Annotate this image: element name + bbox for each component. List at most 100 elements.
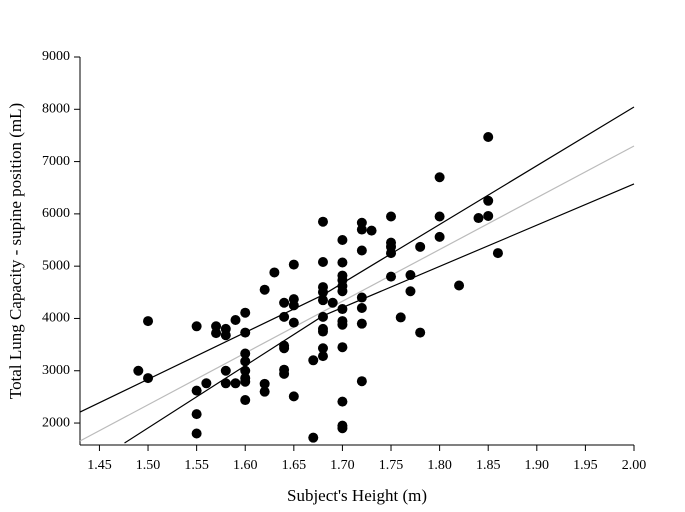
- x-tick-label: 1.50: [136, 458, 161, 473]
- point: [220, 365, 231, 376]
- x-tick-label: 2.00: [622, 458, 647, 473]
- point: [240, 327, 251, 338]
- point: [434, 231, 445, 242]
- point: [259, 378, 270, 389]
- x-tick-label: 1.70: [330, 458, 355, 473]
- fit-line: [124, 183, 635, 444]
- point: [288, 317, 299, 328]
- point: [356, 302, 367, 313]
- point: [386, 271, 397, 282]
- fit-line: [79, 106, 635, 413]
- point: [386, 211, 397, 222]
- point: [240, 356, 251, 367]
- point: [259, 386, 270, 397]
- point: [366, 225, 377, 236]
- x-tick-label: 1.45: [87, 458, 112, 473]
- x-tick-label: 1.65: [282, 458, 307, 473]
- point: [288, 300, 299, 311]
- y-tick-label: 8000: [42, 102, 70, 117]
- point: [308, 432, 319, 443]
- point: [337, 286, 348, 297]
- point: [327, 297, 338, 308]
- point: [230, 378, 241, 389]
- x-tick-label: 1.75: [379, 458, 404, 473]
- x-tick-label: 1.55: [184, 458, 209, 473]
- point: [201, 378, 212, 389]
- x-tick-label: 1.60: [233, 458, 258, 473]
- point: [356, 318, 367, 329]
- point: [211, 328, 222, 339]
- point: [415, 241, 426, 252]
- y-tick-label: 7000: [42, 154, 70, 169]
- point: [317, 256, 328, 267]
- point: [405, 286, 416, 297]
- point: [337, 342, 348, 353]
- point: [483, 195, 494, 206]
- point: [317, 295, 328, 306]
- point: [288, 259, 299, 270]
- point: [434, 211, 445, 222]
- point: [356, 245, 367, 256]
- point: [337, 235, 348, 246]
- point: [230, 315, 241, 326]
- y-tick-label: 4000: [42, 311, 70, 326]
- point: [220, 330, 231, 341]
- x-tick-label: 1.90: [525, 458, 550, 473]
- x-axis-label: Subject's Height (m): [287, 486, 427, 505]
- y-tick-label: 5000: [42, 258, 70, 273]
- y-tick-label: 9000: [42, 49, 70, 64]
- point: [356, 376, 367, 387]
- point: [317, 326, 328, 337]
- y-tick-label: 6000: [42, 206, 70, 221]
- point: [317, 351, 328, 362]
- point: [269, 267, 280, 278]
- point: [317, 343, 328, 354]
- point: [405, 270, 416, 281]
- point: [240, 307, 251, 318]
- point: [483, 210, 494, 221]
- point: [483, 132, 494, 143]
- point: [386, 248, 397, 259]
- point: [434, 172, 445, 183]
- point: [143, 373, 154, 384]
- point: [279, 343, 290, 354]
- point: [240, 376, 251, 387]
- point: [308, 355, 319, 366]
- point: [454, 280, 465, 291]
- point: [337, 319, 348, 330]
- point: [220, 378, 231, 389]
- point: [337, 304, 348, 315]
- point: [191, 428, 202, 439]
- point: [415, 327, 426, 338]
- point: [279, 311, 290, 322]
- point: [191, 409, 202, 420]
- point: [356, 292, 367, 303]
- y-tick-label: 3000: [42, 363, 70, 378]
- point: [240, 348, 251, 359]
- point: [288, 391, 299, 402]
- x-tick-label: 1.80: [427, 458, 452, 473]
- point: [279, 297, 290, 308]
- y-axis-label: Total Lung Capacity - supine position (m…: [6, 103, 25, 399]
- point: [279, 368, 290, 379]
- point: [492, 248, 503, 259]
- point: [240, 365, 251, 376]
- x-tick-label: 1.85: [476, 458, 501, 473]
- point: [337, 396, 348, 407]
- point: [143, 316, 154, 327]
- point: [191, 385, 202, 396]
- point: [191, 321, 202, 332]
- point: [240, 395, 251, 406]
- point: [317, 287, 328, 298]
- fit-line: [79, 145, 635, 442]
- x-tick-label: 1.95: [573, 458, 598, 473]
- point: [317, 311, 328, 322]
- point: [259, 284, 270, 295]
- point: [395, 312, 406, 323]
- point: [317, 216, 328, 227]
- point: [337, 423, 348, 434]
- point: [133, 365, 144, 376]
- y-tick-label: 2000: [42, 415, 70, 430]
- point: [337, 257, 348, 268]
